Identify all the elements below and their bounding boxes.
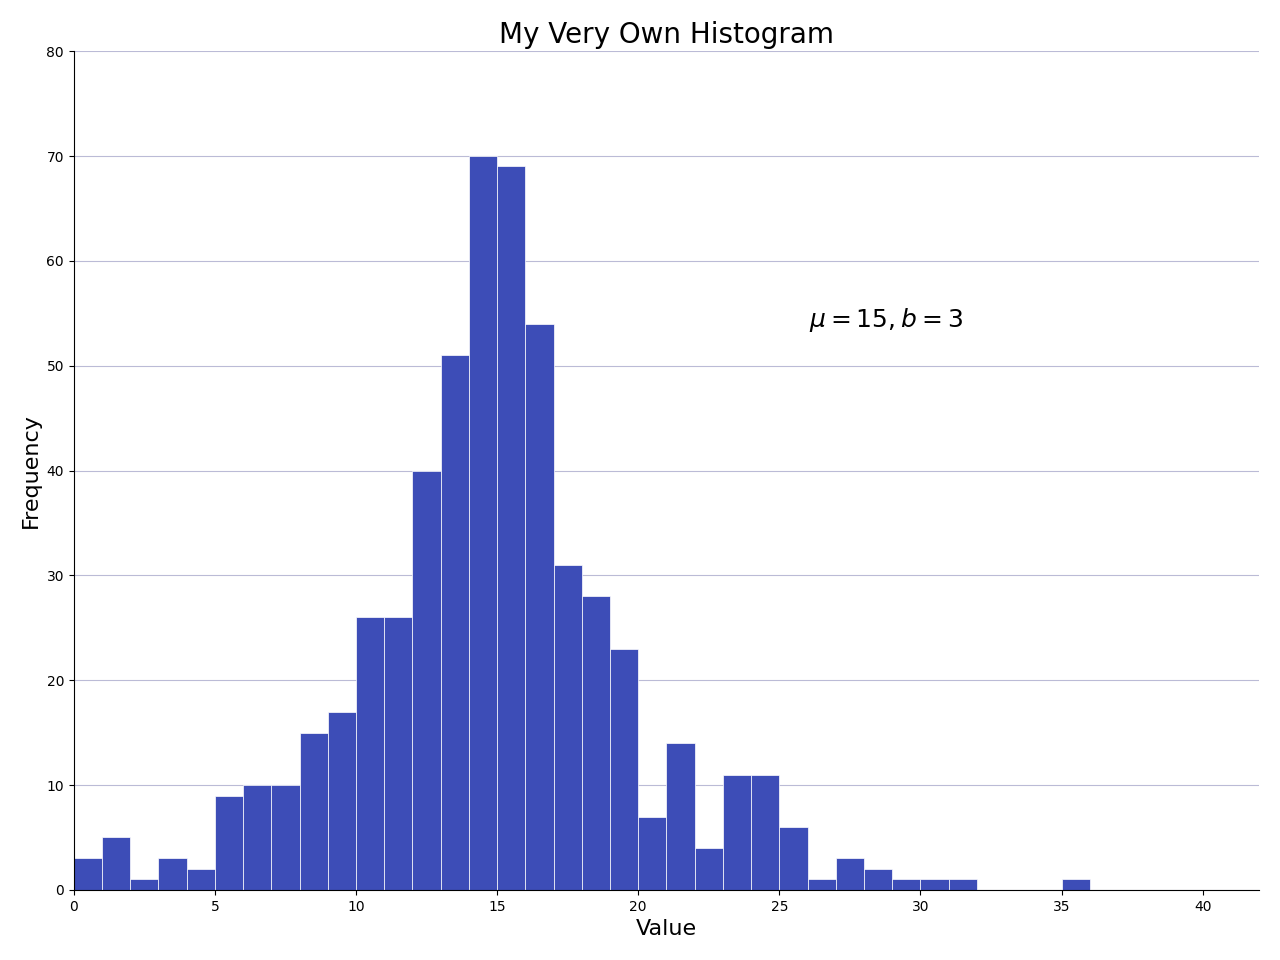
Bar — [723, 775, 751, 890]
Bar — [892, 879, 920, 890]
Bar — [131, 879, 159, 890]
Bar — [468, 156, 497, 890]
Bar — [46, 869, 74, 890]
Bar — [639, 817, 667, 890]
Bar — [836, 858, 864, 890]
Bar — [271, 785, 300, 890]
Bar — [582, 596, 611, 890]
Bar — [300, 732, 328, 890]
Bar — [751, 775, 780, 890]
Title: My Very Own Histogram: My Very Own Histogram — [499, 21, 835, 49]
Bar — [243, 785, 271, 890]
Bar — [440, 355, 468, 890]
Bar — [525, 324, 553, 890]
Bar — [780, 827, 808, 890]
X-axis label: Value: Value — [636, 919, 698, 939]
Bar — [667, 743, 695, 890]
Y-axis label: Frequency: Frequency — [20, 413, 41, 528]
Bar — [102, 837, 131, 890]
Bar — [384, 617, 412, 890]
Bar — [497, 166, 525, 890]
Bar — [695, 848, 723, 890]
Bar — [74, 858, 102, 890]
Bar — [356, 617, 384, 890]
Text: $\mu = 15, b = 3$: $\mu = 15, b = 3$ — [809, 305, 963, 333]
Bar — [948, 879, 977, 890]
Bar — [553, 564, 582, 890]
Bar — [1061, 879, 1089, 890]
Bar — [328, 711, 356, 890]
Bar — [18, 879, 46, 890]
Bar — [215, 796, 243, 890]
Bar — [0, 869, 18, 890]
Bar — [920, 879, 948, 890]
Bar — [808, 879, 836, 890]
Bar — [611, 649, 639, 890]
Bar — [159, 858, 187, 890]
Bar — [864, 869, 892, 890]
Bar — [412, 470, 440, 890]
Bar — [187, 869, 215, 890]
